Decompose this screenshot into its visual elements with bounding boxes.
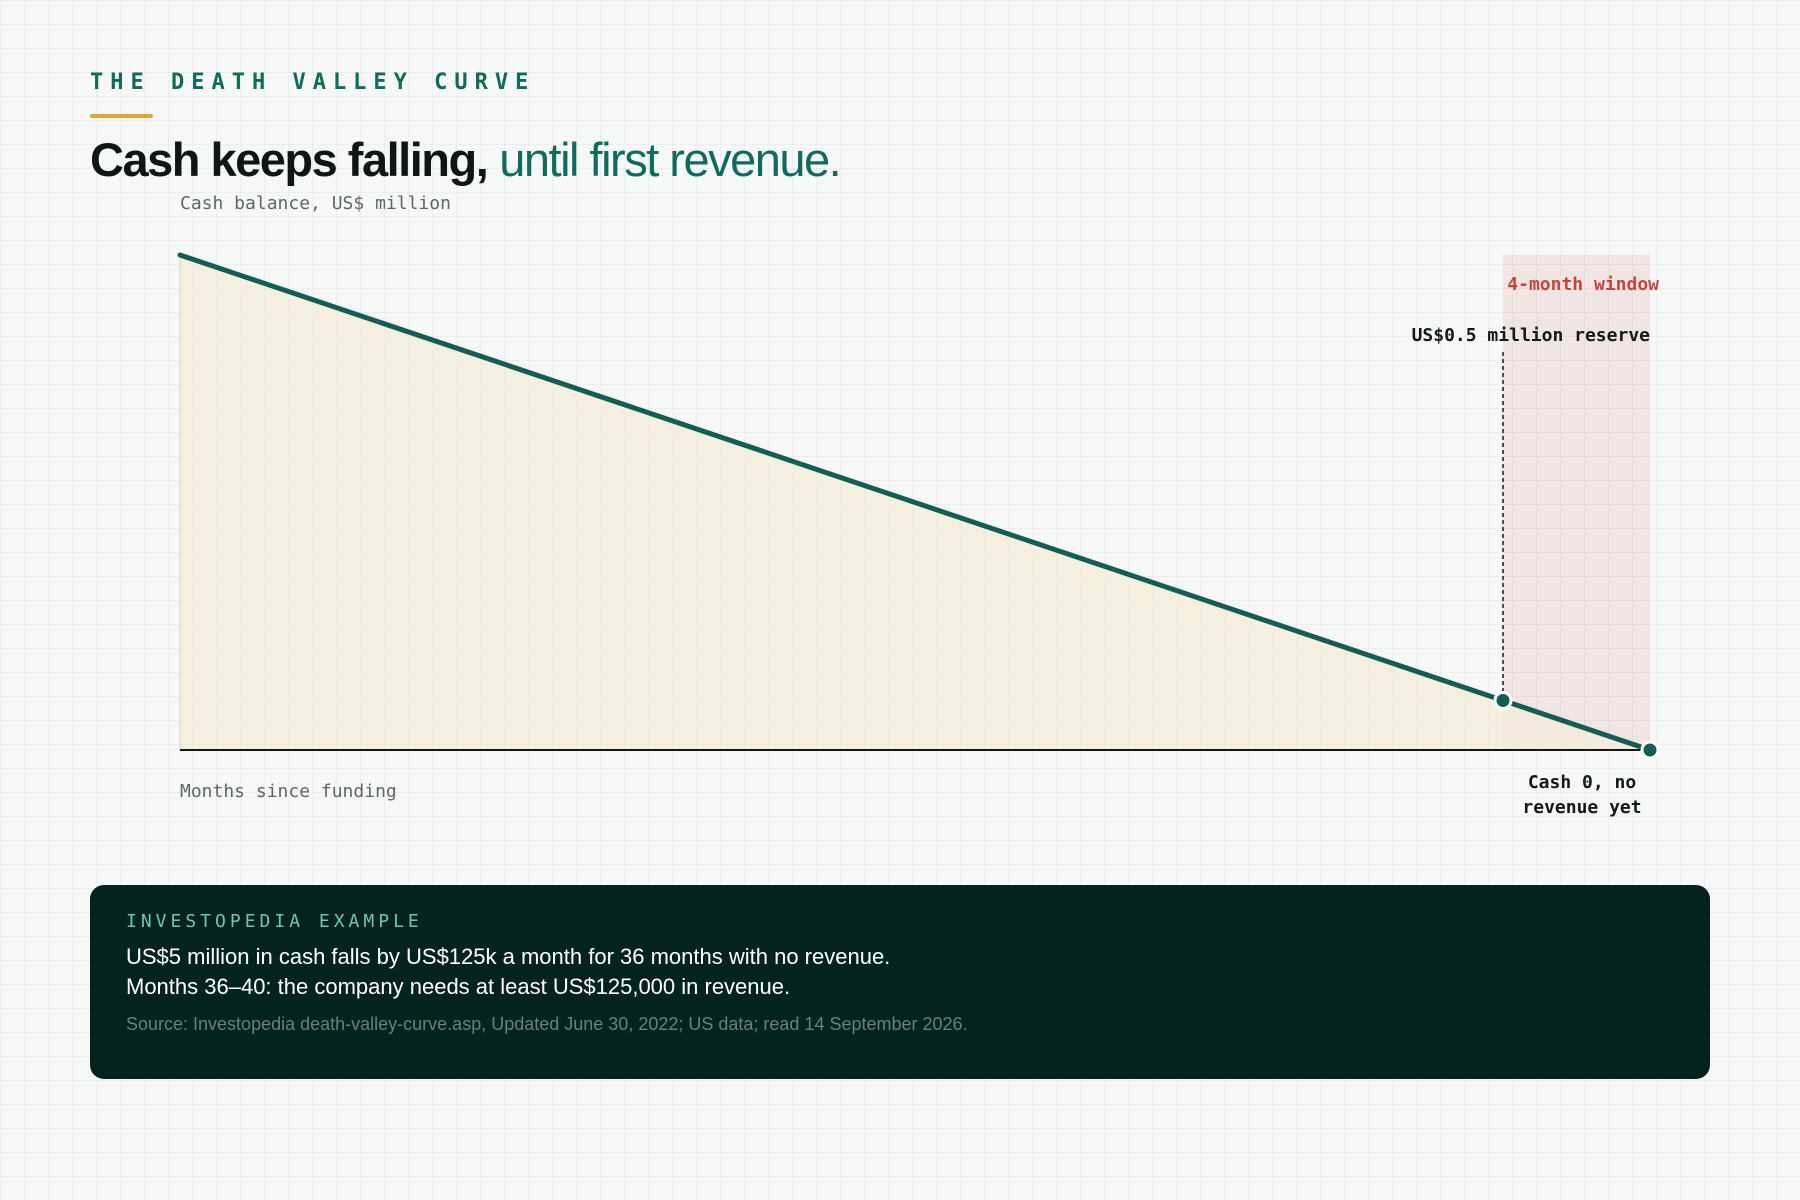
kicker: THE DEATH VALLEY CURVE [90,70,536,95]
cash-zero-annotation-line2: revenue yet [1522,797,1641,818]
kicker-accent-rule [90,114,153,118]
headline: Cash keeps falling, until first revenue. [90,132,842,187]
panel-kicker: INVESTOPEDIA EXAMPLE [126,911,423,932]
reserve-annotation: US$0.5 million reserve [1412,325,1651,346]
window-label: 4-month window [1507,274,1659,295]
panel-line-1: US$5 million in cash falls by US$125k a … [126,944,891,969]
headline-lead: Cash keeps falling, [90,133,489,186]
panel-line-2: Months 36–40: the company needs at least… [126,974,791,999]
x-axis-label: Months since funding [180,781,397,802]
point-reserve [1493,691,1513,710]
panel-source: Source: Investopedia death-valley-curve.… [126,1014,968,1034]
highlight-window [1503,255,1650,750]
chart: Cash balance, US$ million Months since f… [177,193,1660,818]
point-cash-zero [1640,740,1660,760]
y-axis-label: Cash balance, US$ million [180,193,451,214]
cash-zero-annotation-line1: Cash 0, no [1528,772,1636,793]
example-panel: INVESTOPEDIA EXAMPLE US$5 million in cas… [90,885,1710,1079]
headline-tail: until first revenue. [499,133,841,186]
